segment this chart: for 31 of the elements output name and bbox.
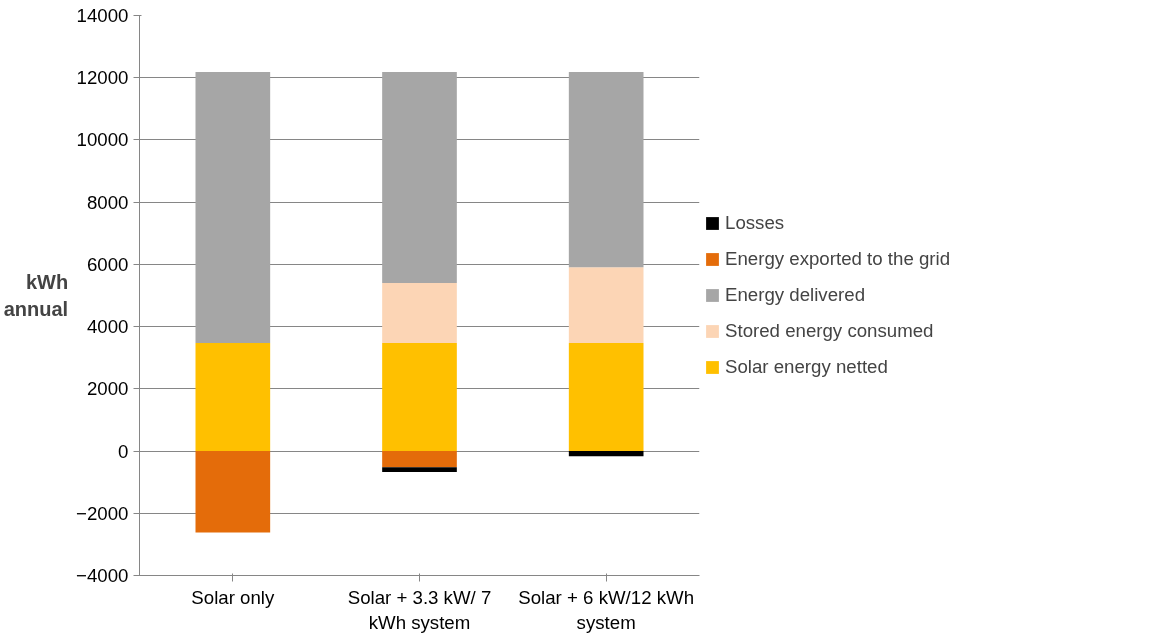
bar bbox=[195, 451, 271, 533]
bar bbox=[568, 343, 644, 452]
y-tick-label: 4000 bbox=[87, 316, 129, 338]
x-tick-label: Solar + 6 kW/12 kWh system bbox=[518, 586, 695, 633]
bar bbox=[382, 72, 457, 284]
legend-label: Solar energy netted bbox=[725, 356, 888, 378]
y-tick-label: 8000 bbox=[87, 191, 129, 213]
bar bbox=[382, 283, 457, 344]
legend-label: Losses bbox=[725, 212, 785, 234]
bar bbox=[195, 343, 271, 452]
y-axis-title: kWh annual bbox=[3, 271, 69, 320]
y-tick-label: 0 bbox=[118, 440, 129, 462]
bar bbox=[568, 267, 644, 344]
x-tick-label: Solar only bbox=[191, 586, 275, 608]
y-tick-label: −4000 bbox=[76, 565, 129, 586]
y-tick-label: −2000 bbox=[76, 502, 129, 524]
x-tick-label: Solar + 3.3 kW/ 7 kWh system bbox=[347, 586, 492, 633]
legend-label: Stored energy consumed bbox=[725, 320, 934, 342]
y-tick-label: 6000 bbox=[87, 253, 129, 275]
y-tick-label: 2000 bbox=[87, 378, 129, 400]
bar bbox=[568, 72, 644, 268]
legend-label: Energy exported to the grid bbox=[725, 248, 951, 270]
bar bbox=[382, 467, 457, 472]
bar bbox=[568, 451, 644, 457]
y-tick-label: 10000 bbox=[76, 129, 129, 151]
bar bbox=[382, 451, 457, 468]
legend-label: Energy delivered bbox=[725, 284, 866, 306]
y-tick-label: 12000 bbox=[76, 67, 129, 89]
bar bbox=[382, 343, 457, 452]
bar bbox=[195, 72, 271, 344]
y-tick-label: 14000 bbox=[76, 5, 129, 26]
